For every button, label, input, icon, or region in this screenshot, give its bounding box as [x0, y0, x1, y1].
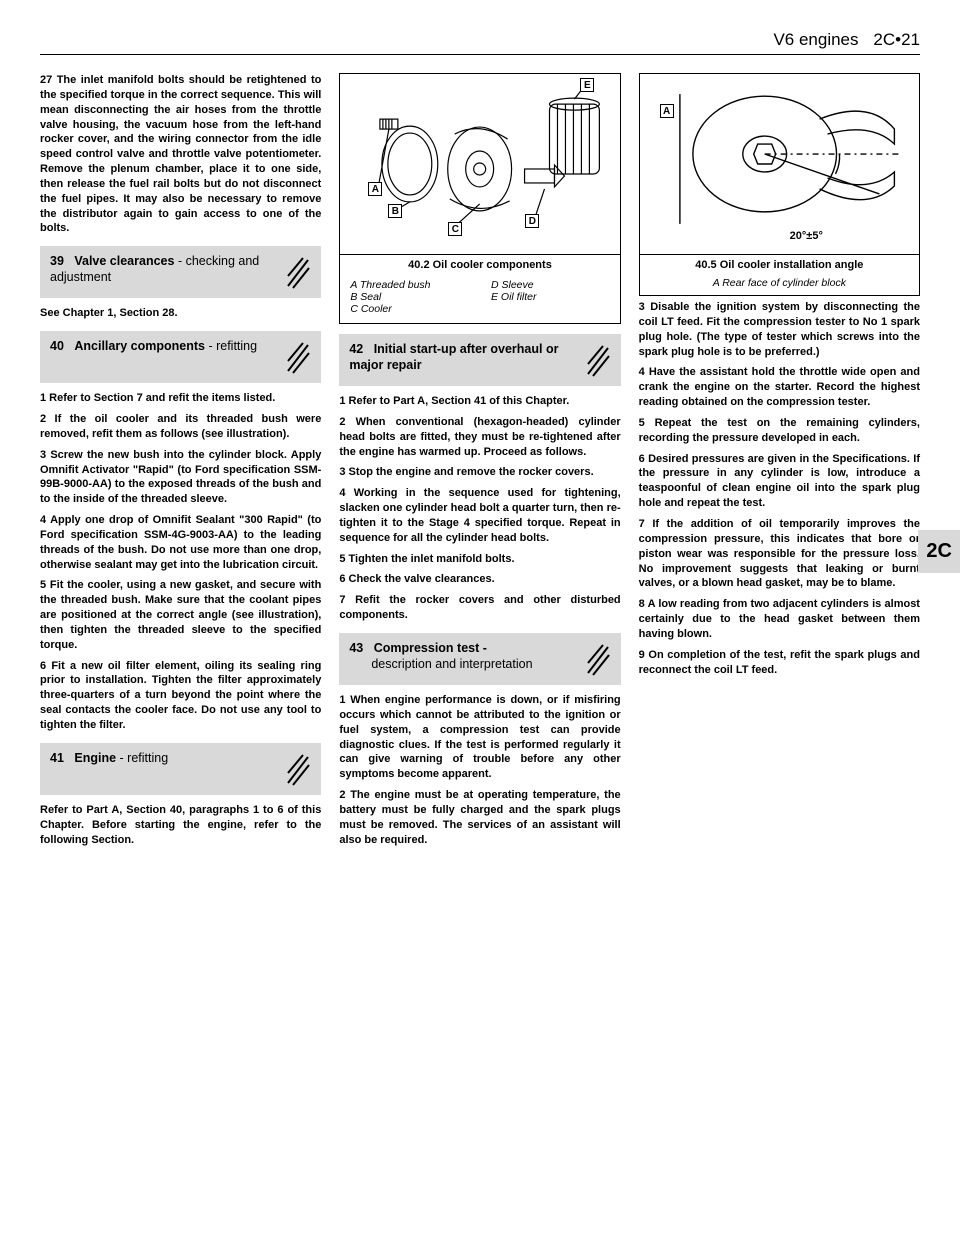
difficulty-icon: [285, 254, 311, 290]
para-40-2: 2 If the oil cooler and its threaded bus…: [40, 412, 321, 442]
para-43-4: 4 Have the assistant hold the throttle w…: [639, 365, 920, 410]
para-43-9: 9 On completion of the test, refit the s…: [639, 648, 920, 678]
para-27: 27 The inlet manifold bolts should be re…: [40, 73, 321, 236]
para-see-ch1: See Chapter 1, Section 28.: [40, 306, 321, 321]
section-39-title: Valve clearances: [74, 254, 174, 268]
figure-40-2-caption: 40.2 Oil cooler components: [340, 254, 619, 275]
chapter-title: V6 engines: [773, 30, 858, 50]
para-43-5: 5 Repeat the test on the remaining cylin…: [639, 416, 920, 446]
para-41-ref: Refer to Part A, Section 40, paragraphs …: [40, 803, 321, 848]
figure-40-5: A 20°±5° 40.5 Oil cooler installation an…: [639, 73, 920, 296]
figure-40-5-image: A 20°±5°: [640, 74, 919, 254]
section-41-title: Engine: [74, 751, 116, 765]
legend-d: D Sleeve: [491, 279, 610, 291]
section-43-sub: description and interpretation: [349, 657, 532, 671]
callout-d: D: [525, 214, 539, 228]
figure-40-2-legend: A Threaded bush B Seal C Cooler D Sleeve…: [340, 275, 619, 323]
legend-a: A Threaded bush: [350, 279, 469, 291]
difficulty-icon: [585, 342, 611, 378]
para-40-6: 6 Fit a new oil filter element, oiling i…: [40, 659, 321, 733]
figure-40-2: A B C D E 40.2 Oil cooler components A T…: [339, 73, 620, 324]
callout-e: E: [580, 78, 594, 92]
para-40-5: 5 Fit the cooler, using a new gasket, an…: [40, 578, 321, 652]
para-42-4: 4 Working in the sequence used for tight…: [339, 486, 620, 545]
section-43-num: 43: [349, 641, 363, 655]
para-40-1: 1 Refer to Section 7 and refit the items…: [40, 391, 321, 406]
para-42-6: 6 Check the valve clearances.: [339, 572, 620, 587]
para-43-8: 8 A low reading from two adjacent cylind…: [639, 597, 920, 642]
difficulty-icon: [285, 751, 311, 787]
legend-e: E Oil filter: [491, 291, 610, 303]
column-3: A 20°±5° 40.5 Oil cooler installation an…: [639, 73, 920, 853]
page-header: V6 engines 2C•21: [40, 30, 920, 55]
main-columns: 27 The inlet manifold bolts should be re…: [40, 73, 920, 853]
section-40-box: 40 Ancillary components - refitting: [40, 331, 321, 383]
para-40-3: 3 Screw the new bush into the cylinder b…: [40, 448, 321, 507]
section-41-sub: - refitting: [120, 751, 169, 765]
para-43-7: 7 If the addition of oil temporarily imp…: [639, 517, 920, 591]
section-43-box: 43 Compression test - description and in…: [339, 633, 620, 685]
section-43-title: Compression test -: [374, 641, 487, 655]
callout-b: B: [388, 204, 402, 218]
callout-c: C: [448, 222, 462, 236]
callout-a: A: [368, 182, 382, 196]
figure-40-5-caption: 40.5 Oil cooler installation angle: [640, 254, 919, 275]
para-43-2: 2 The engine must be at operating temper…: [339, 788, 620, 847]
legend-c: C Cooler: [350, 303, 469, 315]
para-40-4: 4 Apply one drop of Omnifit Sealant "300…: [40, 513, 321, 572]
para-42-7: 7 Refit the rocker covers and other dist…: [339, 593, 620, 623]
section-39-box: 39 Valve clearances - checking and adjus…: [40, 246, 321, 298]
para-42-2: 2 When conventional (hexagon-headed) cyl…: [339, 415, 620, 460]
section-41-box: 41 Engine - refitting: [40, 743, 321, 795]
section-39-num: 39: [50, 254, 64, 268]
para-43-1: 1 When engine performance is down, or if…: [339, 693, 620, 782]
difficulty-icon: [285, 339, 311, 375]
page-number: 2C•21: [873, 30, 920, 50]
section-41-num: 41: [50, 751, 64, 765]
section-42-box: 42 Initial start-up after overhaul or ma…: [339, 334, 620, 386]
para-43-6: 6 Desired pressures are given in the Spe…: [639, 452, 920, 511]
section-42-title: Initial start-up after overhaul or major…: [349, 342, 558, 372]
section-40-title: Ancillary components: [74, 339, 205, 353]
figure-40-5-sub: A Rear face of cylinder block: [640, 275, 919, 295]
column-2: A B C D E 40.2 Oil cooler components A T…: [339, 73, 620, 853]
section-40-num: 40: [50, 339, 64, 353]
figure-40-2-image: A B C D E: [340, 74, 619, 254]
legend-b: B Seal: [350, 291, 469, 303]
difficulty-icon: [585, 641, 611, 677]
para-42-3: 3 Stop the engine and remove the rocker …: [339, 465, 620, 480]
para-43-3: 3 Disable the ignition system by disconn…: [639, 300, 920, 359]
callout-a: A: [660, 104, 674, 118]
column-1: 27 The inlet manifold bolts should be re…: [40, 73, 321, 853]
para-42-5: 5 Tighten the inlet manifold bolts.: [339, 552, 620, 567]
section-40-sub: - refitting: [208, 339, 257, 353]
side-tab: 2C: [918, 530, 960, 573]
angle-label: 20°±5°: [790, 230, 823, 242]
section-42-num: 42: [349, 342, 363, 356]
para-42-1: 1 Refer to Part A, Section 41 of this Ch…: [339, 394, 620, 409]
